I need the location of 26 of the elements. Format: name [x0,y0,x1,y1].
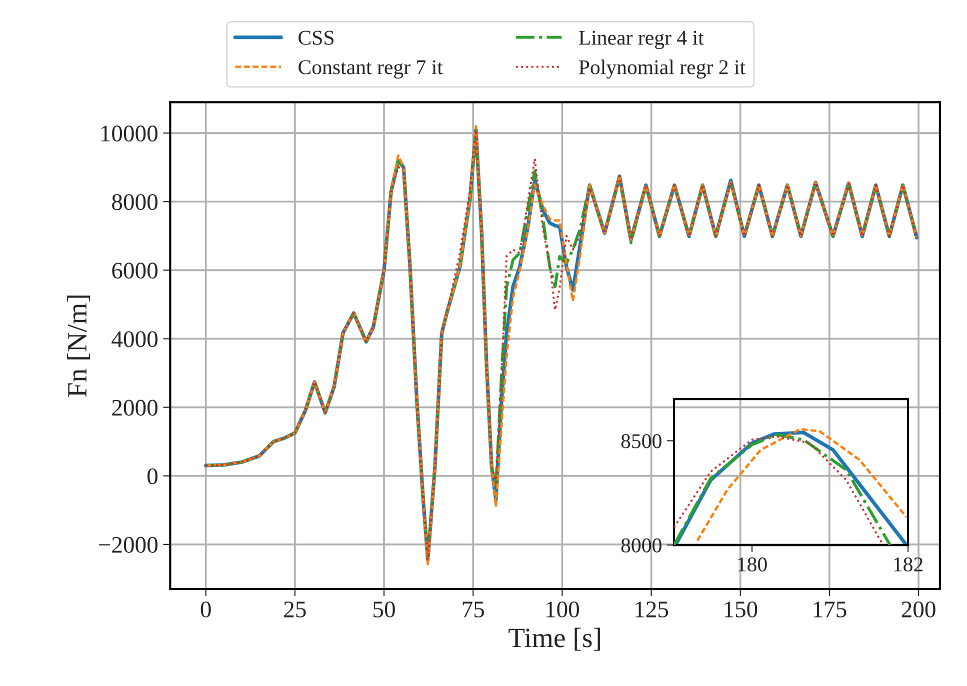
x-tick-label: 180 [738,557,767,572]
y-tick-label: 8000 [112,194,158,210]
legend-label: CSS [298,30,334,45]
y-axis-title: Fn [N/m] [67,296,90,397]
y-tick-label: 8500 [621,434,662,448]
x-tick-label: 50 [374,601,395,618]
y-tick-label: 4000 [112,331,158,348]
x-tick-label: 75 [462,602,484,618]
x-tick-label: 125 [636,602,668,618]
x-tick-label: 0 [200,601,211,618]
legend-label: Constant regr 7 it [298,60,443,79]
x-tick-label: 175 [814,602,846,618]
y-tick-label: 6000 [112,262,158,279]
x-tick-label: 25 [284,602,306,618]
y-tick-label: −2000 [99,536,158,553]
y-tick-label: 8000 [621,538,662,552]
y-tick-label: 0 [147,468,158,484]
x-tick-label: 182 [894,557,922,572]
y-tick-label: 10000 [101,126,158,142]
y-tick-label: 2000 [112,400,158,416]
x-tick-label: 100 [546,601,579,618]
legend-label: Linear regr 4 it [578,30,704,50]
x-tick-label: 150 [724,601,758,618]
x-axis-title: Time [s] [508,628,600,651]
x-tick-label: 200 [902,601,936,618]
legend-label: Polynomial regr 2 it [578,60,746,79]
